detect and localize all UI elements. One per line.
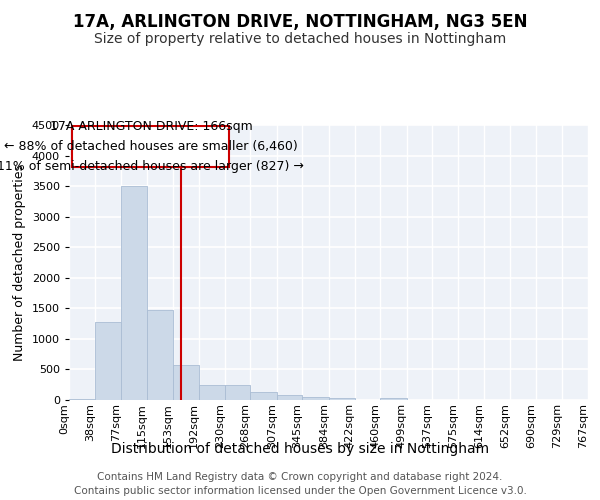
Bar	[173, 365, 199, 400]
Bar	[380, 398, 407, 400]
Bar	[224, 384, 250, 400]
Text: Distribution of detached houses by size in Nottingham: Distribution of detached houses by size …	[111, 442, 489, 456]
Text: Contains public sector information licensed under the Open Government Licence v3: Contains public sector information licen…	[74, 486, 526, 496]
Bar	[147, 310, 173, 400]
Bar	[69, 399, 95, 400]
Bar	[277, 395, 302, 400]
Text: Contains HM Land Registry data © Crown copyright and database right 2024.: Contains HM Land Registry data © Crown c…	[97, 472, 503, 482]
Text: 17A ARLINGTON DRIVE: 166sqm
← 88% of detached houses are smaller (6,460)
11% of : 17A ARLINGTON DRIVE: 166sqm ← 88% of det…	[0, 120, 304, 173]
Bar	[329, 398, 355, 400]
Bar	[250, 392, 277, 400]
Bar	[95, 322, 121, 400]
Text: 17A, ARLINGTON DRIVE, NOTTINGHAM, NG3 5EN: 17A, ARLINGTON DRIVE, NOTTINGHAM, NG3 5E…	[73, 12, 527, 30]
FancyBboxPatch shape	[73, 126, 229, 167]
Bar	[302, 397, 329, 400]
Text: Size of property relative to detached houses in Nottingham: Size of property relative to detached ho…	[94, 32, 506, 46]
Bar	[121, 186, 147, 400]
Y-axis label: Number of detached properties: Number of detached properties	[13, 164, 26, 361]
Bar	[199, 386, 224, 400]
